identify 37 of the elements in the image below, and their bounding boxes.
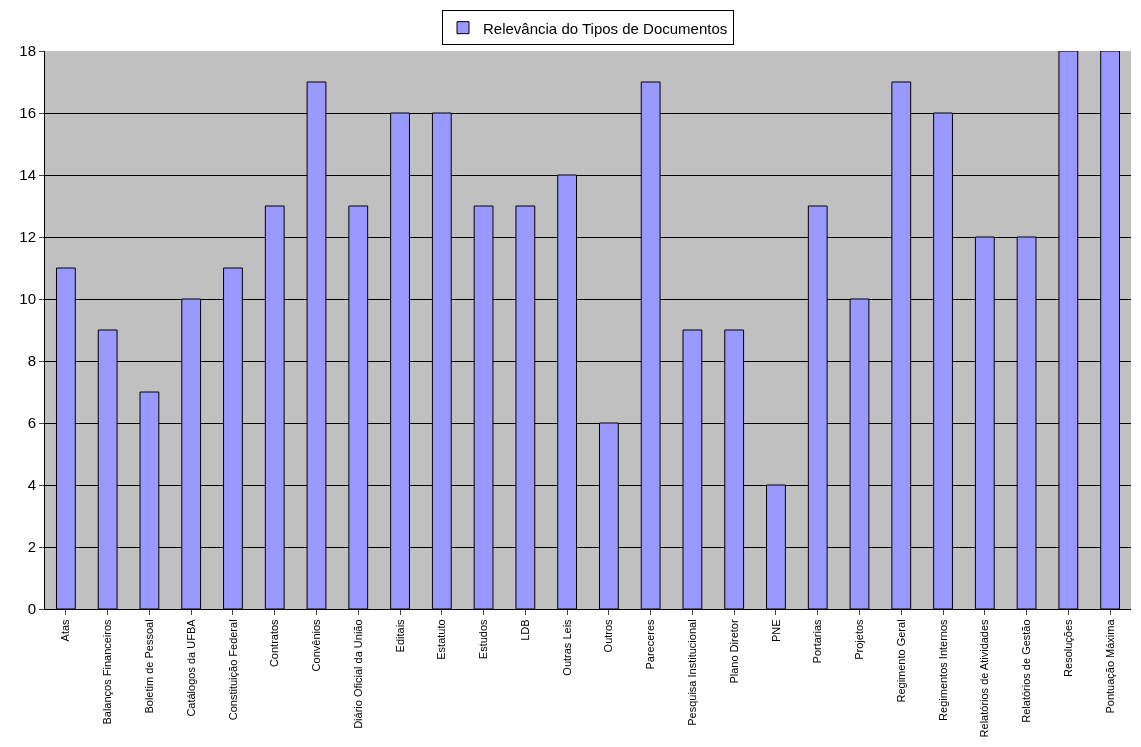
y-tick-label: 6 [27, 414, 36, 432]
y-tick-label: 18 [19, 42, 36, 60]
y-tick-label: 16 [19, 104, 36, 122]
x-tick-label: Projetos [853, 618, 866, 660]
x-tick-label: Boletim de Pessoal [142, 619, 155, 714]
x-tick-label: Balanços Financeiros [101, 618, 114, 725]
x-tick-label: Editais [393, 618, 406, 653]
x-tick-label: Diário Oficial da União [351, 619, 364, 729]
x-tick-label: Portarias [811, 618, 824, 664]
x-tick-label: Catálogos da UFBA [184, 618, 197, 717]
x-tick-label: Estatuto [435, 619, 448, 660]
x-tick-label: Contratos [268, 618, 281, 668]
x-tick-label: Pontuação Máxima [1103, 618, 1116, 714]
x-tick-label: Pareceres [644, 618, 657, 670]
y-tick-label: 10 [19, 290, 36, 308]
y-tick-label: 12 [19, 228, 36, 246]
x-tick-label: Regimentos Internos [936, 618, 949, 721]
x-tick-label: Relatórios de Gestão [1020, 619, 1033, 723]
x-tick-label: Estudos [477, 618, 490, 660]
x-tick-label: Regimento Geral [894, 619, 907, 703]
x-tick-label: Outros [602, 618, 615, 653]
x-tick-label: Relatórios de Atividades [978, 618, 991, 738]
x-tick-label: Resoluções [1061, 618, 1074, 677]
y-tick-label: 2 [27, 538, 36, 556]
x-tick-label: PNE [769, 619, 782, 643]
x-tick-label: Pesquisa Institucional [685, 619, 698, 726]
legend-label: Relevância do Tipos de Documentos [483, 19, 728, 37]
y-tick-label: 8 [27, 352, 36, 370]
x-tick-label: Atas [59, 618, 72, 642]
y-tick-label: 14 [19, 166, 36, 184]
x-tick-label: Convênios [310, 618, 323, 672]
x-tick-label: Constituição Federal [226, 619, 239, 721]
x-tick-label: Outras Leis [560, 618, 573, 676]
y-tick-label: 4 [27, 476, 36, 494]
y-tick-label: 0 [27, 600, 36, 618]
x-tick-label: LDB [518, 619, 531, 641]
x-tick-label: Plano Diretor [727, 619, 740, 684]
